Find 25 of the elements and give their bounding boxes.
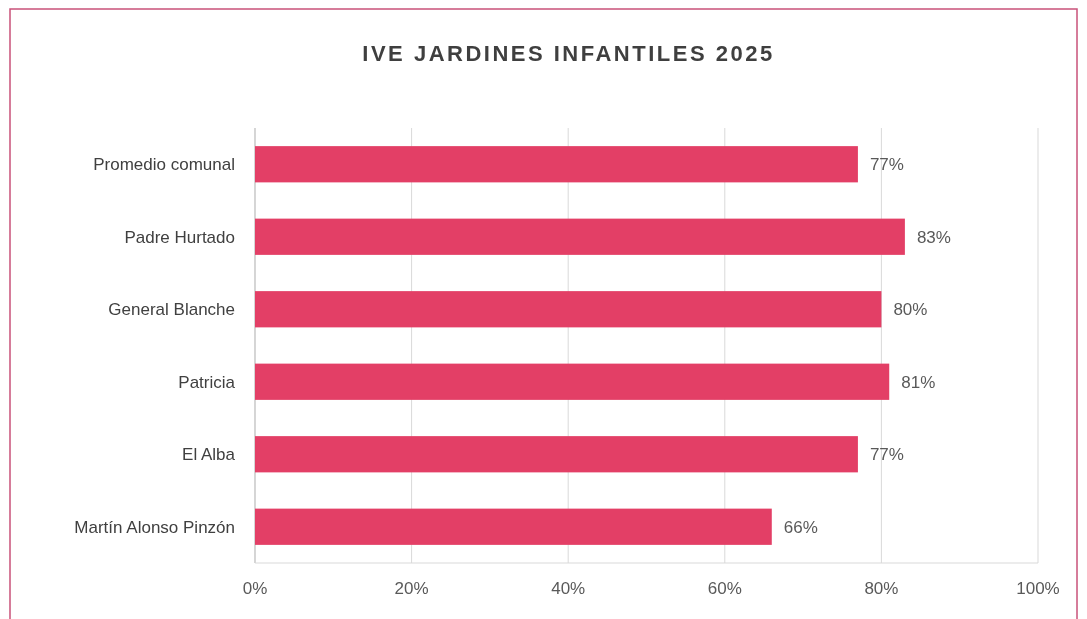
bar xyxy=(255,363,890,400)
y-tick-label: General Blanche xyxy=(108,300,235,320)
y-tick-label: El Alba xyxy=(182,445,236,465)
bar xyxy=(255,508,772,545)
y-tick-label: Padre Hurtado xyxy=(124,227,235,247)
data-label: 77% xyxy=(869,155,904,175)
bar xyxy=(255,436,858,473)
x-tick-label: 40% xyxy=(551,579,586,598)
y-tick-label: Promedio comunal xyxy=(93,155,235,175)
y-tick-label: Patricia xyxy=(178,372,236,392)
data-label: 81% xyxy=(901,372,936,392)
x-tick-label: 60% xyxy=(707,579,742,598)
data-label: 83% xyxy=(916,227,951,247)
x-tick-label: 20% xyxy=(394,579,429,598)
x-tick-label: 0% xyxy=(242,579,268,598)
x-tick-label: 80% xyxy=(864,579,899,598)
bar xyxy=(255,218,905,255)
data-label: 80% xyxy=(893,300,928,320)
data-label: 66% xyxy=(783,517,818,537)
bar xyxy=(255,146,858,183)
chart-title: IVE JARDINES INFANTILES 2025 xyxy=(362,41,775,66)
x-tick-label: 100% xyxy=(1016,579,1060,598)
data-label: 77% xyxy=(869,445,904,465)
bar xyxy=(255,291,882,328)
y-tick-label: Martín Alonso Pinzón xyxy=(74,517,235,537)
